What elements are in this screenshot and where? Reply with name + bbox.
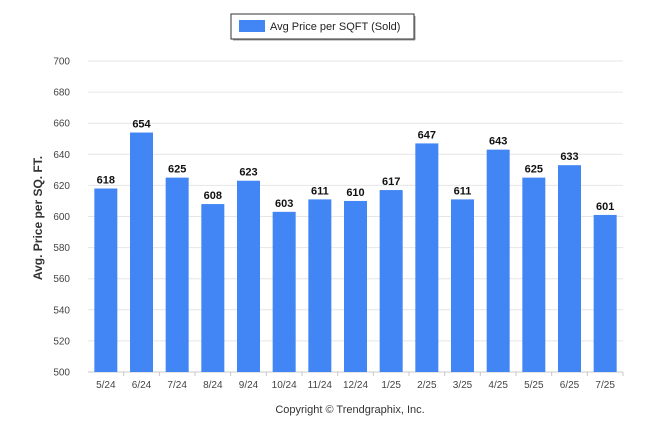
data-label: 625 — [525, 164, 543, 176]
x-axis: 5/24 6/24 7/24 8/24 9/24 10/24 11/24 12/24 1/25 2… — [96, 372, 624, 391]
bar — [522, 177, 546, 372]
data-label: 610 — [346, 187, 364, 199]
data-label: 611 — [454, 185, 472, 197]
x-tick-label: 7/24 — [167, 380, 187, 391]
x-tick-label: 2/25 — [417, 380, 437, 391]
y-axis-label: Avg. Price per SQ. FT. — [31, 156, 45, 280]
legend-swatch — [239, 20, 265, 32]
bar — [415, 143, 439, 372]
legend-label: Avg Price per SQFT (Sold) — [270, 21, 400, 33]
y-tick-label: 520 — [53, 336, 70, 347]
x-tick-label: 9/24 — [239, 380, 259, 391]
bar — [451, 199, 474, 372]
data-label: 647 — [418, 129, 436, 141]
bar — [201, 204, 225, 372]
bar — [94, 188, 118, 372]
x-tick-label: 11/24 — [308, 380, 333, 391]
copyright-text: Copyright © Trendgraphix, Inc. — [275, 404, 424, 416]
data-label: 618 — [97, 175, 115, 187]
x-tick-label: 6/24 — [132, 380, 152, 391]
y-axis: 500 520 540 560 580 600 620 640 660 680 700 — [53, 57, 70, 379]
x-tick-label: 10/24 — [272, 380, 297, 391]
bar — [130, 132, 153, 372]
data-label: 633 — [560, 151, 578, 163]
data-label: 623 — [239, 167, 257, 179]
x-tick-label: 4/25 — [488, 380, 508, 391]
bar — [593, 214, 617, 372]
bars — [94, 132, 617, 372]
legend: Avg Price per SQFT (Sold) — [230, 13, 416, 41]
x-tick-label: 5/25 — [524, 380, 544, 391]
bar — [344, 200, 367, 372]
x-tick-label: 3/25 — [453, 380, 473, 391]
data-label: 603 — [275, 198, 293, 210]
bar — [379, 190, 403, 372]
x-tick-label: 1/25 — [381, 380, 401, 391]
data-label: 617 — [382, 176, 400, 188]
x-tick-label: 6/25 — [560, 380, 580, 391]
y-tick-label: 680 — [53, 88, 70, 99]
y-tick-label: 600 — [53, 212, 70, 223]
bar — [558, 165, 581, 372]
data-labels: 618 654 625 608 623 603 611 610 617 647 611 643 625 6… — [97, 119, 615, 213]
data-label: 643 — [489, 136, 507, 148]
y-tick-label: 500 — [53, 368, 70, 379]
data-label: 608 — [204, 190, 222, 202]
data-label: 611 — [311, 185, 329, 197]
y-tick-label: 560 — [53, 274, 70, 285]
bar — [165, 177, 189, 372]
data-label: 625 — [168, 164, 186, 176]
x-tick-label: 12/24 — [343, 380, 368, 391]
y-tick-label: 620 — [53, 181, 70, 192]
bar — [308, 199, 332, 372]
bar — [237, 180, 260, 372]
data-label: 654 — [132, 119, 151, 131]
y-tick-label: 580 — [53, 243, 70, 254]
y-tick-label: 540 — [53, 305, 70, 316]
bar — [486, 149, 510, 372]
y-tick-label: 700 — [53, 57, 70, 68]
y-tick-label: 640 — [53, 150, 70, 161]
x-tick-label: 5/24 — [96, 380, 116, 391]
bar — [272, 211, 296, 372]
x-tick-label: 7/25 — [595, 380, 615, 391]
x-tick-label: 8/24 — [203, 380, 223, 391]
data-label: 601 — [596, 201, 614, 213]
y-tick-label: 660 — [53, 119, 70, 130]
